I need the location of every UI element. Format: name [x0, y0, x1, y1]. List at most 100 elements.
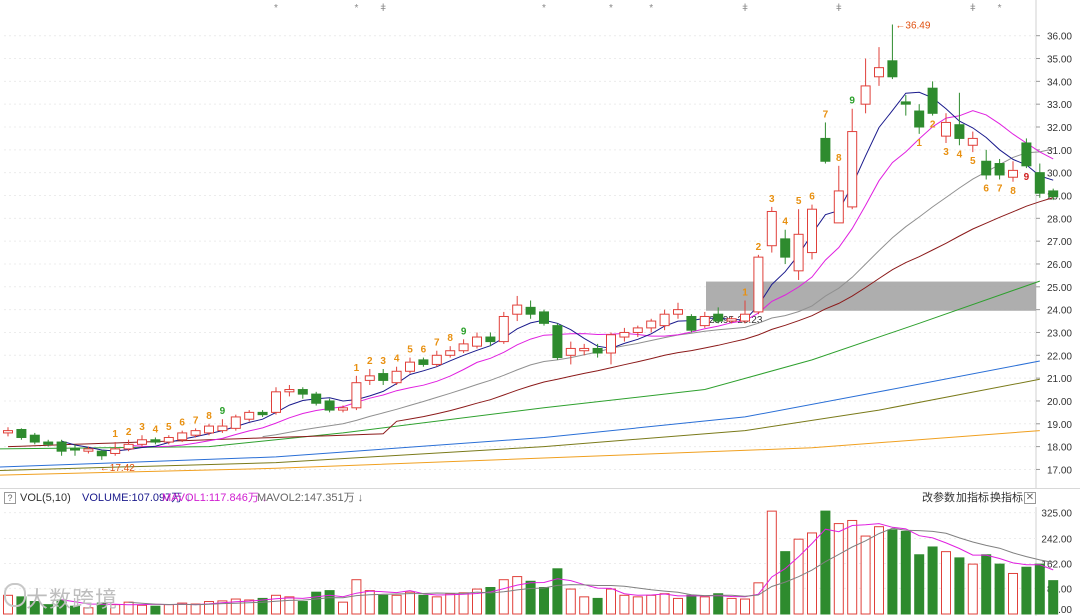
ma60-line	[0, 280, 1040, 450]
price-tick-label: 36.00	[1047, 32, 1072, 43]
candle-body	[753, 256, 764, 313]
td-sequence-label: 9	[1024, 172, 1030, 183]
candle-body	[190, 430, 201, 436]
td-sequence-label: 7	[193, 415, 199, 426]
volume-bar	[766, 510, 777, 615]
mavol2-value: MAVOL2:147.351万 ↓	[257, 492, 364, 504]
volume-bar	[914, 554, 925, 615]
candle-body	[338, 407, 348, 411]
volume-bar	[163, 604, 174, 615]
td-sequence-label: 3	[769, 194, 775, 205]
volume-tick-label: 82.00	[1047, 584, 1072, 595]
price-tick-label: 34.00	[1047, 77, 1072, 88]
candle-body	[941, 121, 951, 137]
volume-bar	[659, 593, 670, 615]
candle-body	[900, 101, 911, 105]
td-sequence-label: 1	[742, 288, 748, 299]
volume-bar	[592, 597, 603, 615]
td-sequence-label: 4	[782, 217, 788, 228]
volume-bar	[217, 600, 228, 615]
volume-panel-header: ? VOL(5,10) VOLUME:107.097万 ↓ MAVOL1:117…	[0, 488, 1080, 507]
td-sequence-label: 6	[421, 345, 427, 356]
candle-body	[163, 436, 174, 443]
candle-body	[244, 411, 255, 420]
event-marker: *	[354, 3, 358, 14]
volume-bar	[646, 594, 657, 615]
candle-body	[284, 389, 295, 393]
candle-body	[311, 393, 322, 404]
candle-body	[297, 389, 308, 395]
td-sequence-label: 9	[849, 96, 855, 107]
price-tick-label: 32.00	[1047, 123, 1072, 134]
candle-body	[726, 318, 737, 322]
volume-bar	[445, 593, 456, 615]
volume-bar	[686, 594, 697, 615]
price-tick-label: 17.00	[1047, 465, 1072, 476]
volume-bar	[833, 523, 844, 615]
volume-bar	[177, 602, 188, 615]
price-tick-label: 23.00	[1047, 328, 1072, 339]
td-sequence-label: 2	[930, 120, 936, 131]
td-sequence-label: 4	[394, 354, 400, 365]
candle-body	[43, 441, 54, 445]
event-marker: *	[274, 3, 278, 14]
volume-chart[interactable]: 325.00 242.00 162.00 82.00 0.00	[0, 506, 1080, 616]
candle-body	[418, 359, 429, 365]
price-tick-label: 29.00	[1047, 191, 1072, 202]
price-tick-label: 28.00	[1047, 214, 1072, 225]
volume-tick-label: 325.00	[1041, 509, 1072, 520]
volume-bar	[820, 510, 831, 615]
candle-body	[150, 439, 161, 443]
td-sequence-label: 7	[997, 184, 1003, 195]
volume-bar	[137, 604, 147, 615]
volume-bar	[874, 526, 884, 615]
candle-body	[378, 373, 389, 381]
ma250-line	[0, 378, 1040, 471]
volume-bar	[418, 594, 429, 615]
volume-bar	[780, 551, 791, 615]
volume-bar	[297, 601, 308, 615]
candle-body	[217, 425, 228, 432]
candle-body	[632, 327, 643, 333]
candle-body	[405, 361, 415, 372]
switch-indicator-button[interactable]: 换指标	[990, 492, 1023, 504]
close-icon[interactable]: ✕	[1024, 492, 1036, 504]
candle-body	[954, 124, 965, 139]
candle-body	[780, 238, 791, 258]
candle-body	[351, 382, 362, 409]
candle-body	[1034, 172, 1045, 194]
volume-bar	[29, 601, 40, 615]
volume-bar	[1008, 572, 1018, 615]
candle-body	[485, 336, 496, 343]
volume-value: VOLUME:107.097万 ↓	[82, 492, 191, 504]
change-params-button[interactable]: 改参数	[922, 492, 955, 504]
price-tick-label: 21.00	[1047, 374, 1072, 385]
candle-body	[887, 60, 898, 78]
td-sequence-label: 1	[354, 363, 360, 374]
ma10-line	[128, 110, 1054, 448]
candle-body	[686, 315, 697, 331]
volume-bar	[994, 563, 1005, 615]
td-sequence-label: 5	[166, 422, 172, 433]
volume-bar	[378, 594, 389, 615]
candle-body	[204, 425, 214, 434]
volume-bar	[967, 563, 978, 615]
candle-body	[1008, 169, 1018, 178]
td-sequence-label: 2	[756, 242, 762, 253]
candle-body	[271, 391, 281, 413]
candle-body	[498, 315, 509, 343]
candle-body	[766, 210, 777, 247]
event-marker: ǂ	[380, 3, 386, 14]
add-indicator-button[interactable]: 加指标	[956, 492, 989, 504]
candle-body	[646, 320, 657, 329]
candle-body	[927, 87, 938, 114]
candle-body	[16, 428, 27, 438]
volume-bar	[150, 605, 161, 615]
help-icon[interactable]: ?	[4, 492, 16, 504]
ma120-line	[0, 360, 1040, 468]
volume-bar	[257, 597, 268, 615]
price-chart[interactable]: 36.00 35.00 34.00 33.00 32.00 31.00 30.00 29.00…	[0, 0, 1080, 488]
candle-body	[472, 336, 482, 347]
candle-body	[458, 343, 469, 352]
td-sequence-label: 1	[916, 138, 922, 149]
